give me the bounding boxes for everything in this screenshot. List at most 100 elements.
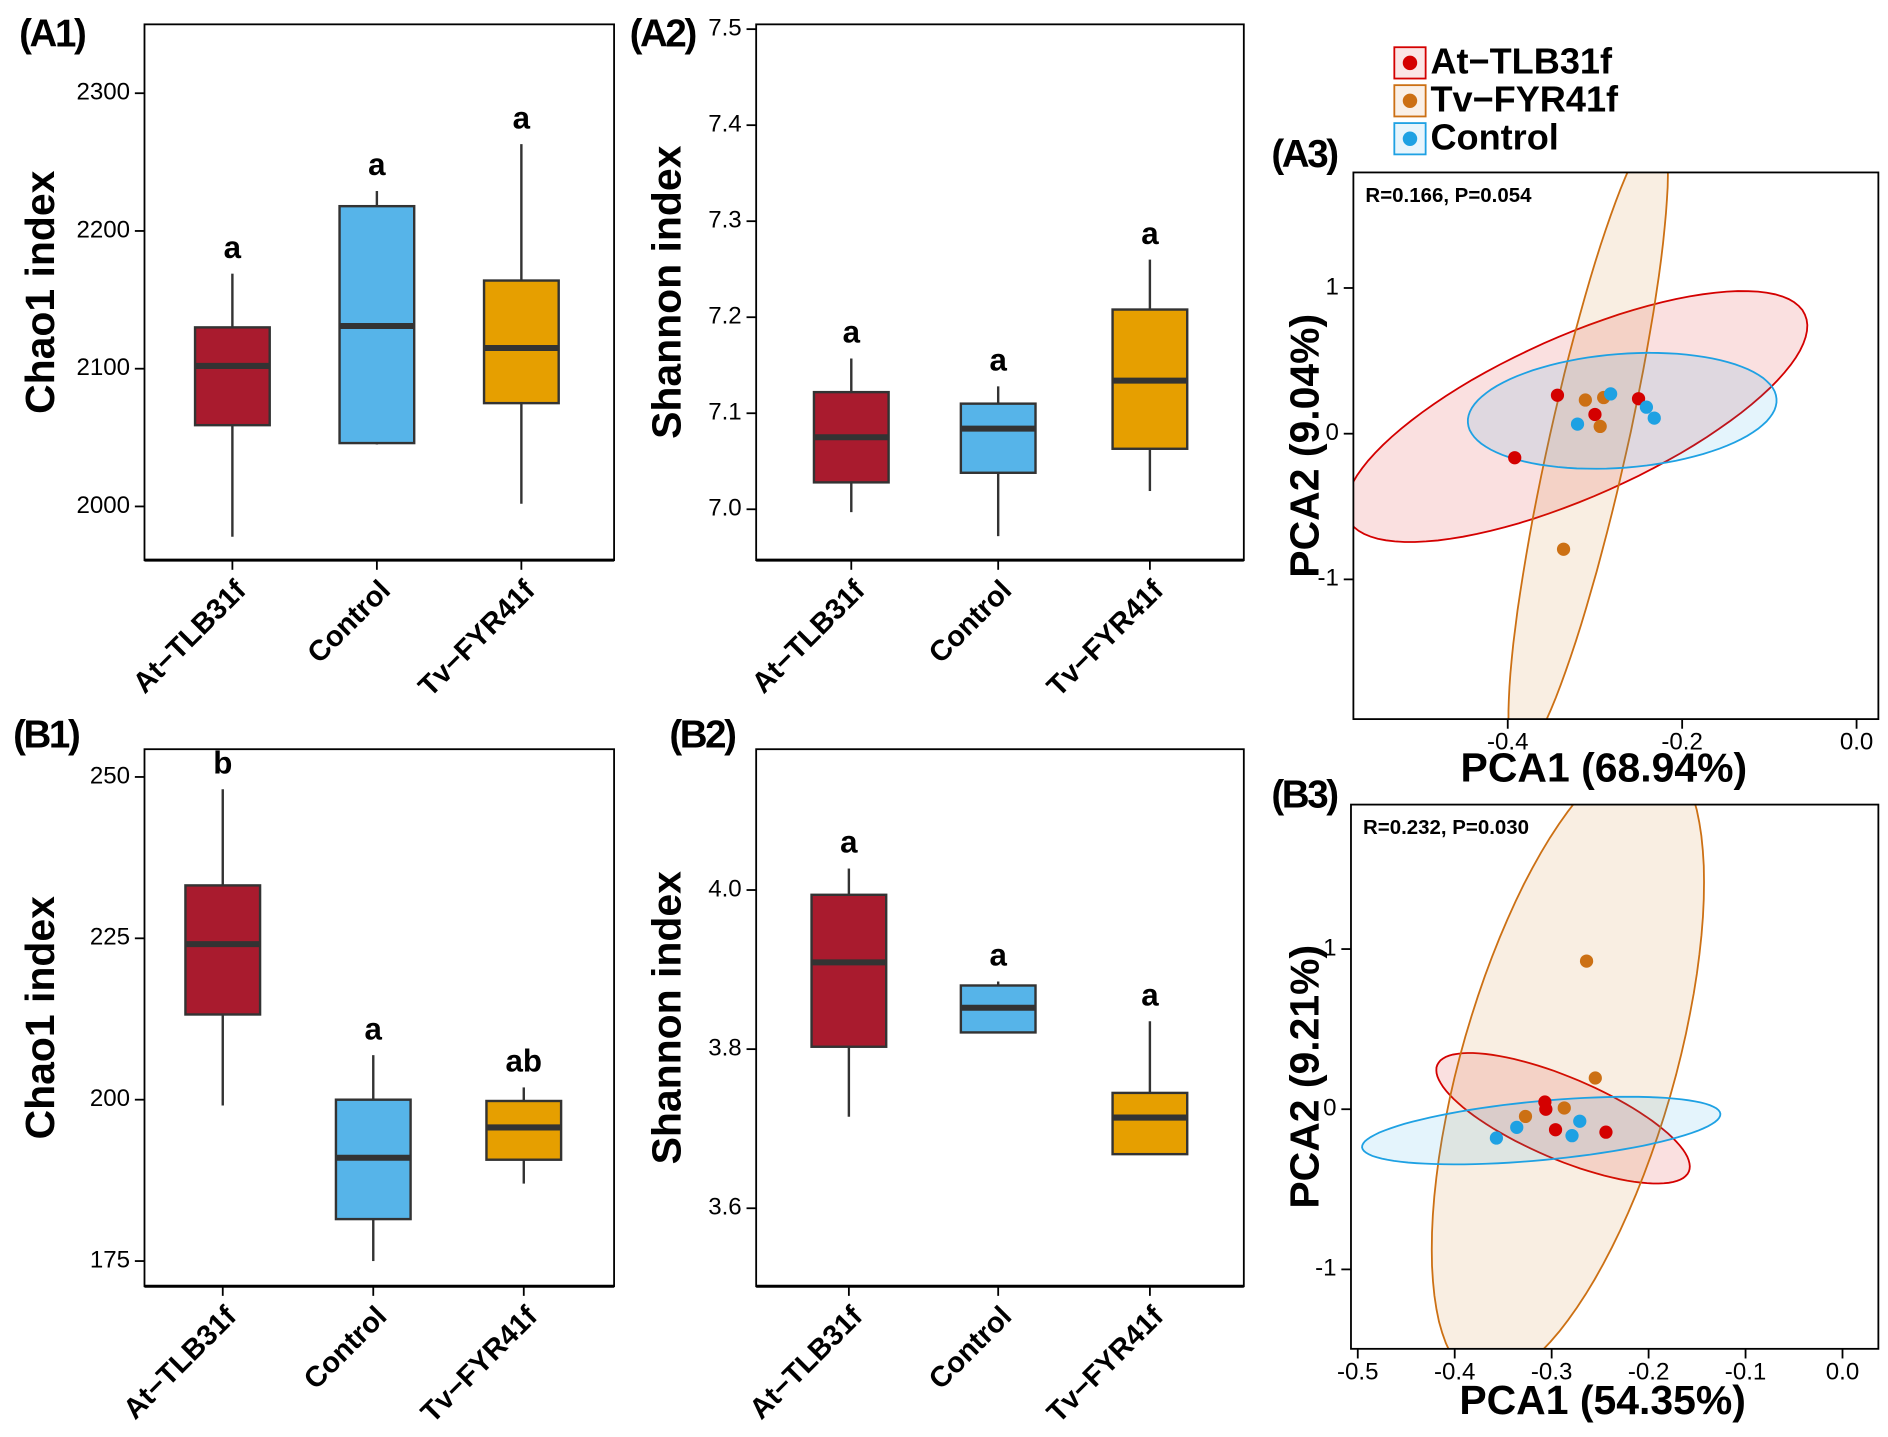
panel-label: (A2) <box>630 13 696 56</box>
confidence-ellipse <box>1430 804 1705 1349</box>
point <box>1573 1114 1587 1128</box>
group-letter: a <box>989 938 1007 973</box>
x-tick-label: -0.1 <box>1725 1358 1767 1385</box>
point <box>1557 1101 1571 1115</box>
y-tick-label: 1 <box>1326 273 1339 300</box>
y-tick-label: 250 <box>90 762 130 789</box>
group-letter: a <box>1141 977 1159 1012</box>
point <box>1510 1120 1524 1134</box>
point <box>1508 451 1522 465</box>
y-tick-label: 2000 <box>76 492 130 519</box>
x-tick-label: Tv−FYR41f <box>1041 574 1170 703</box>
plot-frame <box>1350 803 1880 1350</box>
annotation: R=0.232, P=0.030 <box>1363 816 1529 839</box>
y-tick-label: 7.5 <box>708 15 741 42</box>
point <box>1579 954 1594 968</box>
legend-key <box>1393 46 1427 80</box>
y-axis-title: Shannon index <box>643 871 689 1165</box>
x-tick-label: Tv−FYR41f <box>413 574 542 703</box>
x-tick-label: At−TLB31f <box>744 1300 870 1426</box>
confidence-ellipse <box>1507 172 1669 720</box>
point <box>1489 1131 1504 1145</box>
x-tick-label: Tv−FYR41f <box>415 1300 544 1429</box>
box <box>810 893 888 1048</box>
group-letter: a <box>365 1011 383 1046</box>
box <box>1111 1091 1189 1156</box>
y-tick-label: 1 <box>1323 934 1336 961</box>
point <box>1518 1109 1533 1124</box>
point <box>1588 407 1602 422</box>
x-tick-label: Control <box>302 574 397 669</box>
y-axis-title: Chao1 index <box>17 896 63 1140</box>
panel-label: (A1) <box>19 13 85 56</box>
point <box>1639 400 1654 414</box>
y-axis-title: PCA2 (9.04%) <box>1281 314 1327 578</box>
confidence-ellipse <box>1353 290 1809 543</box>
x-tick-label: At−TLB31f <box>746 574 872 700</box>
group-letter: ab <box>506 1044 543 1079</box>
x-tick-label: At−TLB31f <box>127 574 253 700</box>
legend-dot <box>1402 55 1418 71</box>
y-tick-label: 3.6 <box>708 1194 741 1221</box>
legend-label: Tv−FYR41f <box>1430 79 1619 120</box>
panel-label: (B3) <box>1271 774 1337 817</box>
x-tick-label: Control <box>298 1300 393 1395</box>
point <box>1647 411 1661 425</box>
confidence-ellipse <box>1435 1052 1691 1185</box>
y-tick-label: 3.8 <box>708 1034 741 1061</box>
point <box>1599 1125 1613 1139</box>
y-tick-label: 0 <box>1326 419 1339 446</box>
x-tick-label: -0.5 <box>1337 1358 1379 1385</box>
y-tick-label: 7.1 <box>708 399 741 426</box>
x-tick-label: -0.2 <box>1628 1358 1670 1385</box>
confidence-ellipse <box>1361 1095 1722 1166</box>
point <box>1565 1129 1579 1143</box>
x-tick-label: 0.0 <box>1826 1358 1859 1385</box>
y-tick-label: 7.4 <box>708 111 741 138</box>
x-tick-label: 0.0 <box>1840 729 1873 756</box>
group-letter: a <box>224 230 242 265</box>
y-tick-label: 2100 <box>76 354 130 381</box>
x-tick-label: -0.2 <box>1661 729 1703 756</box>
x-tick-label: Control <box>923 1300 1018 1395</box>
x-tick-label: -0.4 <box>1434 1358 1476 1385</box>
x-axis-title: PCA1 (68.94%) <box>1461 745 1748 791</box>
group-letter: a <box>368 147 386 182</box>
y-tick-label: 2300 <box>76 79 130 106</box>
y-tick-label: 175 <box>90 1246 130 1273</box>
y-axis-title: Chao1 index <box>17 170 63 414</box>
annotation: R=0.166, P=0.054 <box>1365 184 1532 207</box>
y-tick-label: 200 <box>90 1085 130 1112</box>
point <box>1578 393 1592 407</box>
plot-frame <box>1352 171 1880 721</box>
y-tick-label: 225 <box>90 924 130 951</box>
x-tick-label: -0.4 <box>1487 729 1529 756</box>
group-letter: a <box>1141 216 1159 251</box>
x-tick-label: Control <box>923 574 1018 669</box>
group-letter: a <box>989 343 1007 378</box>
legend-dot <box>1402 131 1418 146</box>
y-axis-title: Shannon index <box>643 145 689 439</box>
point <box>1550 388 1565 402</box>
point <box>1604 387 1618 401</box>
point <box>1548 1123 1563 1137</box>
x-tick-label: -0.3 <box>1531 1358 1573 1385</box>
x-axis-title: PCA1 (54.35%) <box>1459 1377 1746 1423</box>
y-tick-label: 7.0 <box>708 495 741 522</box>
point <box>1556 542 1571 556</box>
box <box>482 279 560 405</box>
legend-label: At−TLB31f <box>1430 41 1613 82</box>
point <box>1539 1102 1553 1116</box>
box <box>184 884 262 1016</box>
group-letter: b <box>213 745 232 780</box>
y-tick-label: 0 <box>1323 1095 1336 1122</box>
panel-label: (A3) <box>1271 133 1337 176</box>
point <box>1570 417 1585 431</box>
legend-dot <box>1402 93 1418 109</box>
y-tick-label: 7.3 <box>708 207 741 234</box>
point <box>1593 419 1607 434</box>
box <box>959 402 1037 474</box>
legend-label: Control <box>1430 116 1558 157</box>
confidence-ellipse <box>1466 351 1778 470</box>
